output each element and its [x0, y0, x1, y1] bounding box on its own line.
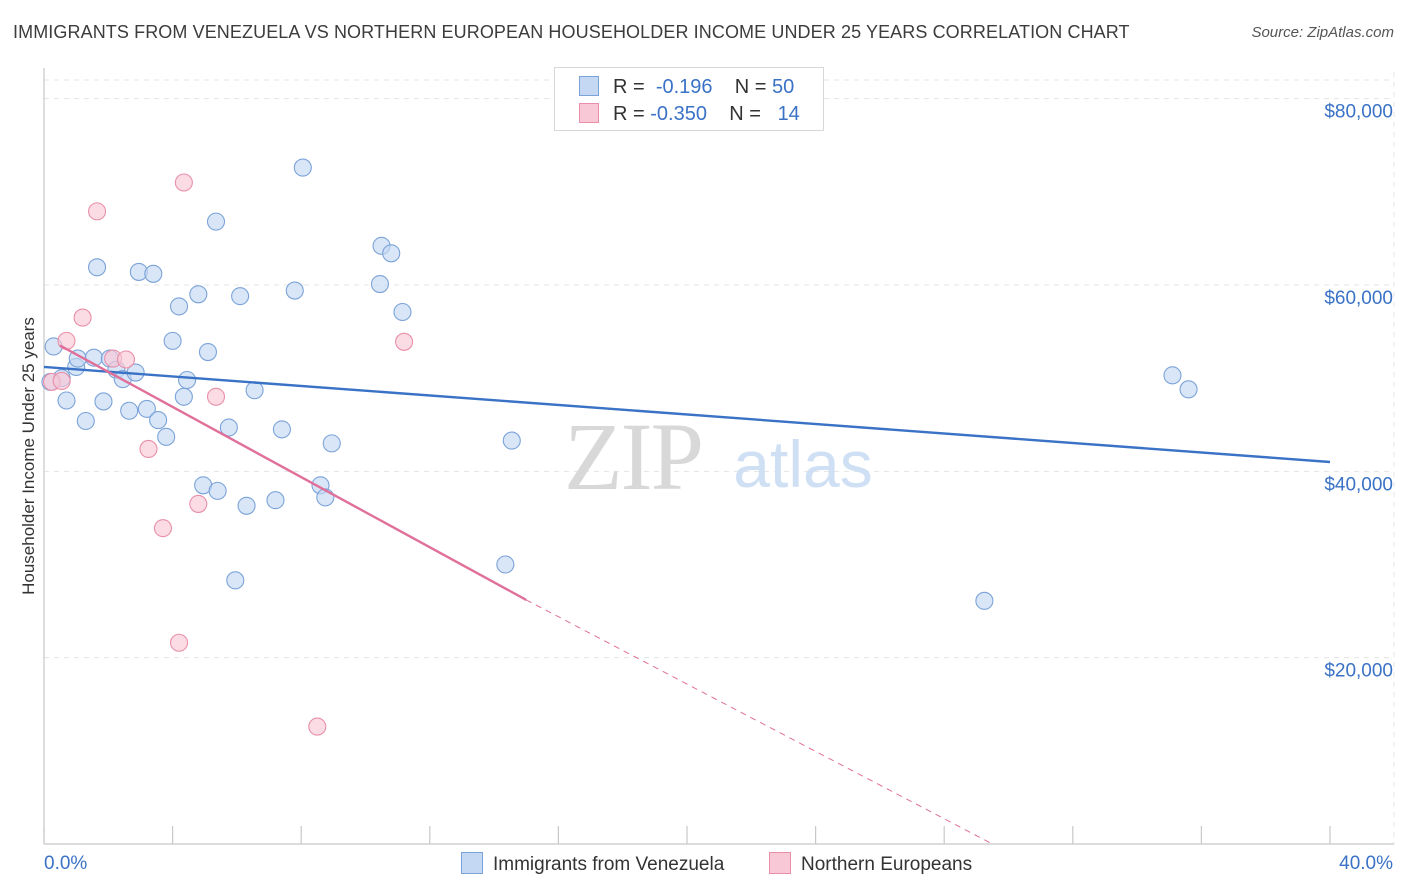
northern-point [87, 202, 107, 221]
venezuela-point [120, 401, 139, 420]
legend-swatch-pink [769, 852, 791, 874]
watermark-atlas: atlas [733, 427, 872, 501]
venezuela-point [502, 431, 521, 450]
legend-item-venezuela: Immigrants from Venezuela [461, 852, 724, 877]
y-tick-label: $80,000 [1324, 102, 1393, 123]
northern-point [139, 439, 158, 459]
venezuela-point [245, 381, 264, 400]
y-axis-label: Householder Income Under 25 years [19, 317, 38, 595]
northern-point [73, 308, 92, 327]
venezuela-point [266, 491, 285, 510]
legend-row-northern: R = -0.350 N = 14 [579, 101, 800, 127]
venezuela-point [1179, 380, 1198, 399]
northern-point [52, 371, 71, 390]
legend-r-label: R = [613, 76, 645, 98]
venezuela-point [94, 392, 113, 411]
venezuela-point [149, 411, 168, 430]
venezuela-point [1163, 366, 1182, 385]
legend-n-label: N = [734, 76, 767, 98]
x-tick-label-min: 0.0% [44, 853, 87, 874]
venezuela-point [237, 496, 256, 515]
northern-point [169, 633, 189, 652]
venezuela-point [198, 343, 218, 362]
venezuela-point [496, 555, 515, 574]
northern-trend-extension [526, 599, 993, 845]
y-tick-label: $40,000 [1324, 474, 1393, 495]
y-tick-label: $60,000 [1324, 288, 1393, 309]
venezuela-point [163, 331, 182, 350]
venezuela-point [157, 427, 176, 446]
grid-lines [44, 72, 1395, 844]
legend-r-value: -0.350 [650, 103, 707, 125]
watermark-zip: ZIP [564, 403, 702, 510]
legend-swatch-pink [579, 103, 599, 123]
venezuela-point [219, 418, 238, 437]
venezuela-point [208, 481, 227, 500]
legend-swatch-blue [579, 76, 599, 96]
venezuela-point [231, 287, 250, 306]
legend-label: Northern Europeans [801, 854, 973, 875]
northern-point [308, 717, 327, 736]
correlation-legend: R = -0.196 N = 50 R = -0.350 N = 14 [554, 67, 824, 131]
venezuela-point [226, 571, 245, 590]
venezuela-point [382, 244, 401, 263]
legend-r-value: -0.196 [655, 76, 713, 98]
venezuela-point [370, 274, 390, 294]
trend-lines [43, 344, 1331, 845]
axes: $20,000 $40,000 $60,000 $80,000 0.0% 40.0% [43, 68, 1394, 874]
venezuela-trend-line [43, 365, 1331, 464]
source-credit: Source: ZipAtlas.com [1251, 24, 1394, 41]
data-points [41, 158, 1198, 736]
watermark: ZIP atlas [564, 403, 873, 510]
northern-point [153, 519, 173, 538]
legend-r-label: R = [613, 103, 645, 125]
legend-n-label: N = [729, 103, 761, 125]
northern-point [174, 173, 193, 192]
legend-item-northern: Northern Europeans [769, 852, 972, 877]
x-tick-label-max: 40.0% [1339, 853, 1393, 874]
venezuela-point [144, 264, 163, 283]
legend-row-venezuela: R = -0.196 N = 50 [579, 74, 794, 100]
legend-label: Immigrants from Venezuela [493, 854, 725, 875]
northern-point [116, 350, 136, 369]
venezuela-point [178, 370, 197, 390]
legend-n-value: 50 [772, 76, 795, 98]
northern-point [395, 332, 414, 351]
venezuela-point [272, 420, 291, 439]
northern-point [206, 387, 226, 406]
northern-trend-line [59, 344, 527, 601]
chart-title: IMMIGRANTS FROM VENEZUELA VS NORTHERN EU… [13, 22, 1130, 42]
venezuela-point [293, 158, 312, 177]
venezuela-point [169, 297, 189, 316]
venezuela-point [322, 434, 341, 453]
northern-point [189, 494, 208, 513]
venezuela-point [975, 591, 994, 610]
legend-swatch-blue [461, 852, 483, 874]
legend-n-value: 14 [777, 103, 800, 125]
venezuela-point [137, 399, 156, 418]
venezuela-point [189, 285, 208, 304]
venezuela-point [393, 302, 412, 322]
venezuela-point [285, 281, 304, 300]
venezuela-point [57, 391, 76, 410]
venezuela-point [174, 387, 193, 406]
venezuela-point [76, 411, 95, 431]
venezuela-point [206, 212, 226, 231]
y-tick-label: $20,000 [1324, 661, 1393, 682]
venezuela-point [87, 258, 107, 277]
